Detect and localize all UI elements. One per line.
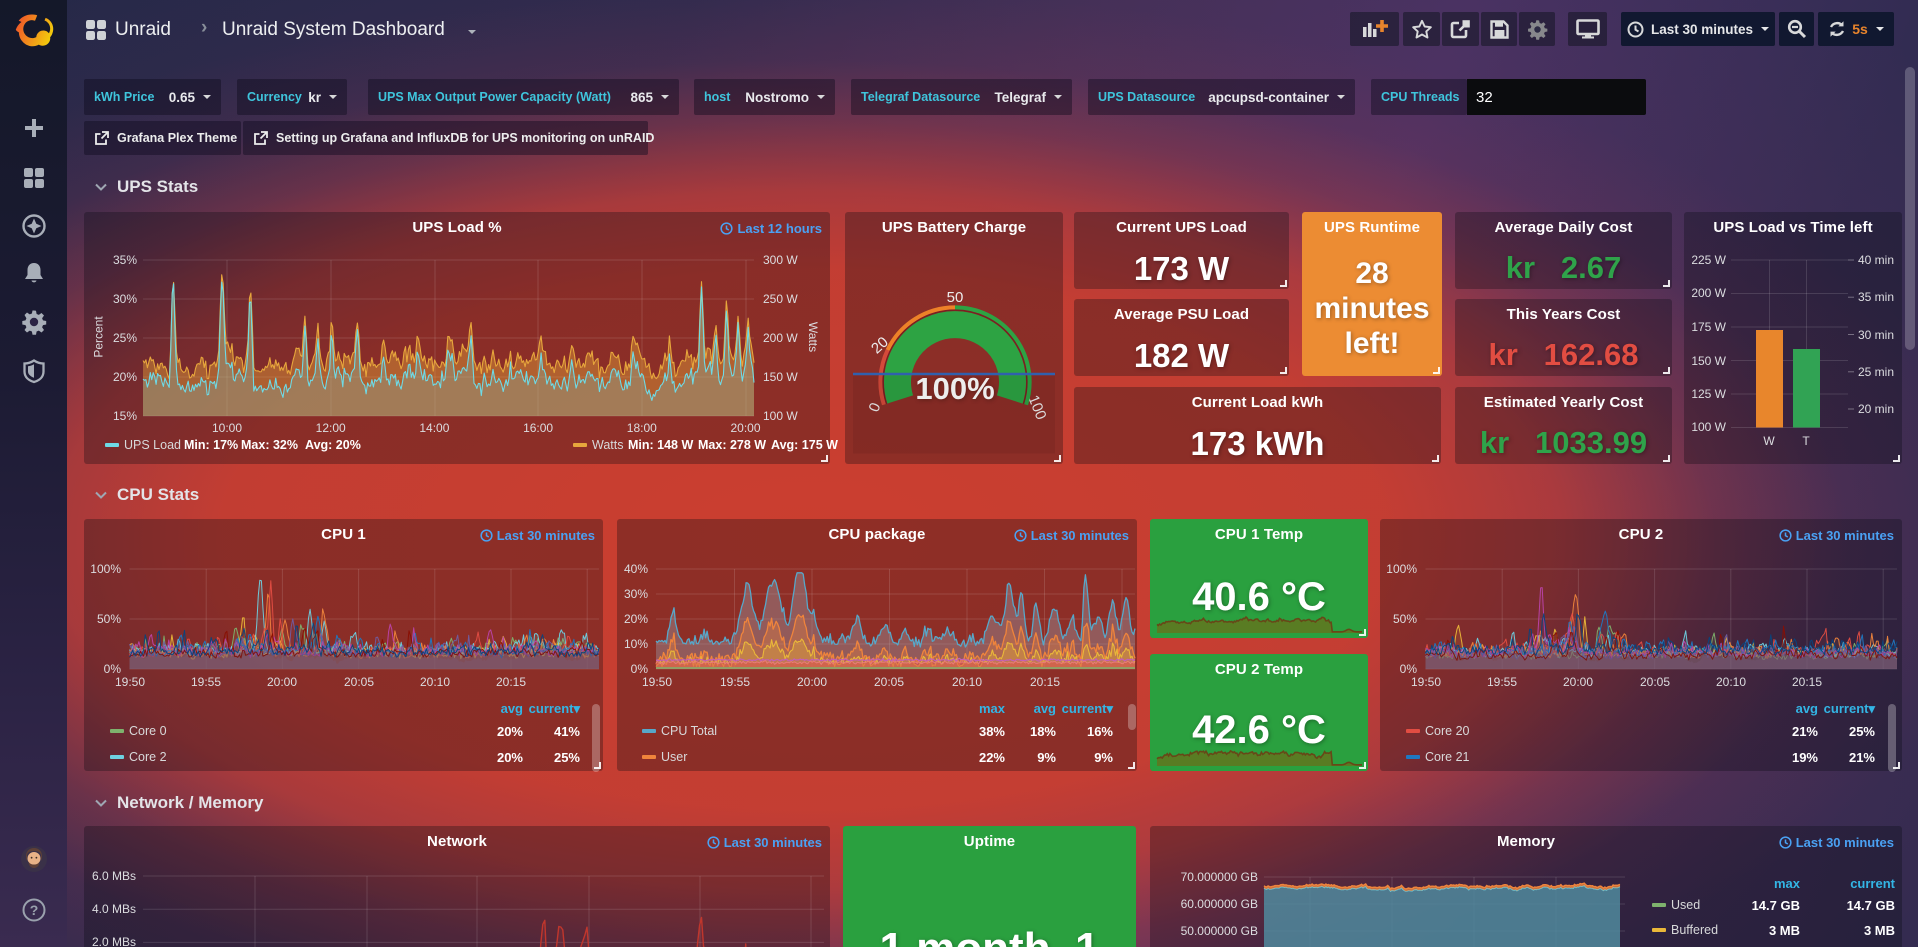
svg-text:?: ? [30, 902, 39, 918]
